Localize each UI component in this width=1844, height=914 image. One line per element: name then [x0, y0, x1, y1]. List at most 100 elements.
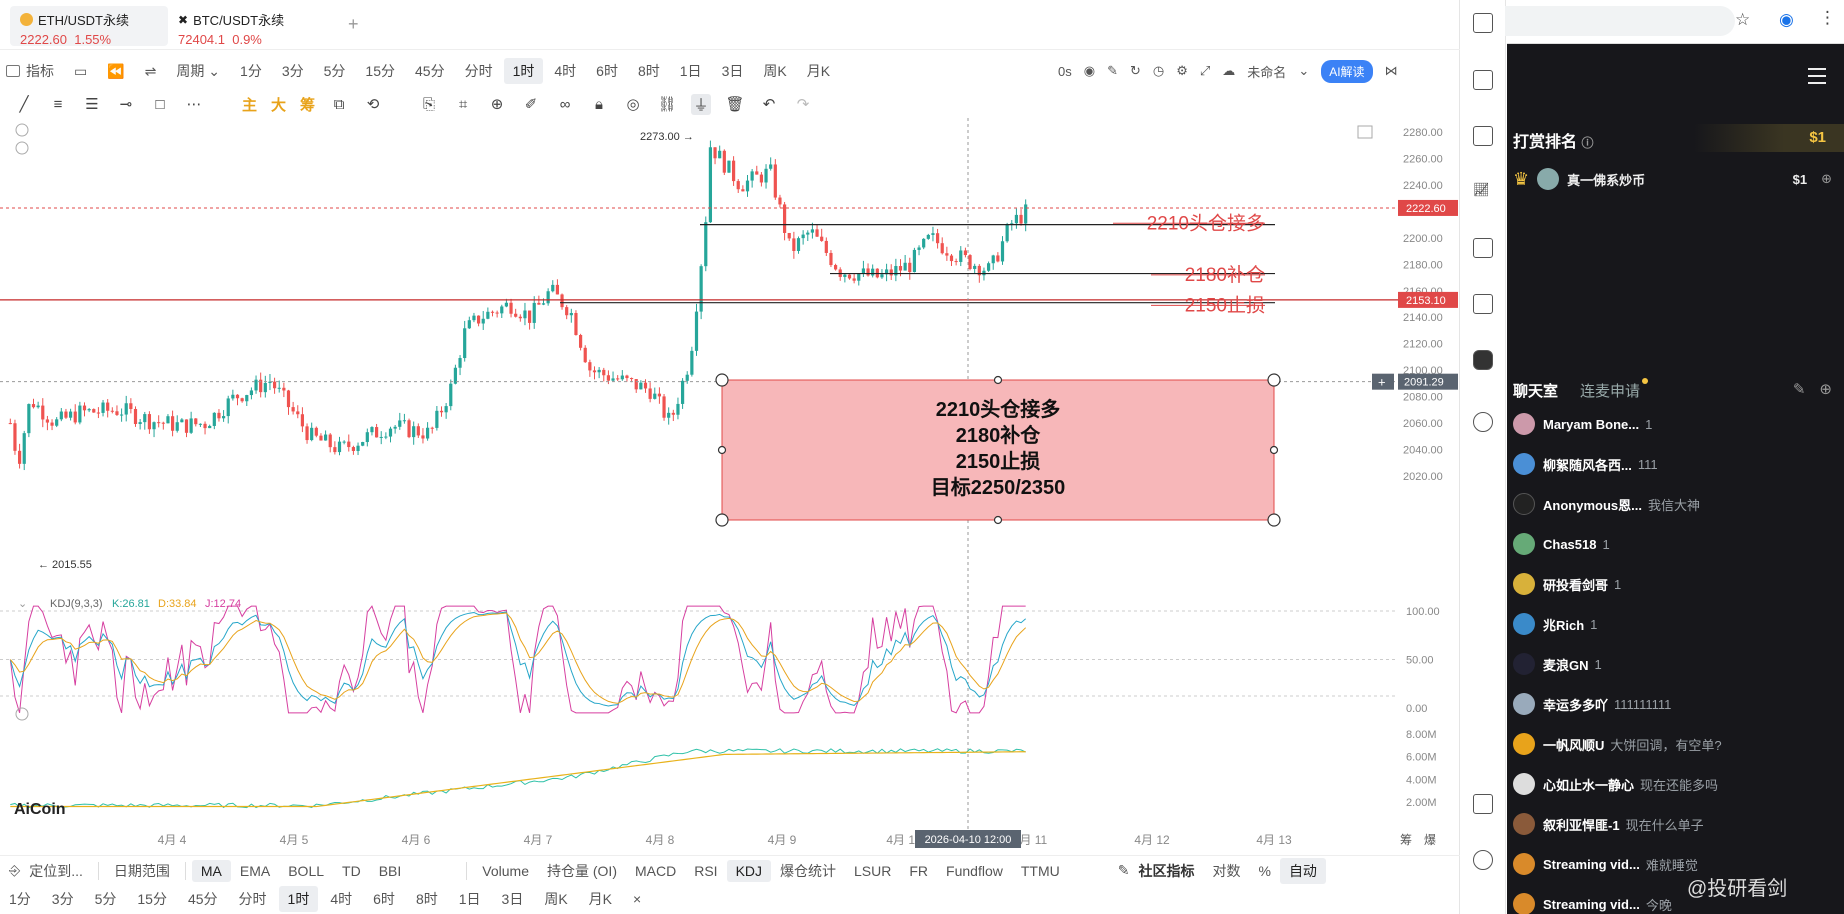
trash-icon[interactable]: 🗑︎ [725, 96, 745, 113]
tfb-4h[interactable]: 4时 [330, 891, 353, 907]
url-bar[interactable] [1505, 6, 1735, 36]
ind-ma[interactable]: MA [191, 859, 231, 882]
chat-user[interactable]: 研投看剑哥 [1543, 577, 1609, 593]
tf-month[interactable]: 月K [806, 63, 831, 79]
link-icon[interactable]: ∞ [559, 95, 571, 113]
locate-icon[interactable]: ⎆ [9, 862, 21, 878]
tf-5m[interactable]: 5分 [323, 63, 346, 79]
tf-6h[interactable]: 6时 [596, 63, 618, 79]
main-force-button[interactable]: 主 [242, 96, 258, 114]
settings-icon[interactable]: ⚙ [1176, 63, 1188, 78]
tf-45m[interactable]: 45分 [415, 63, 445, 79]
measure-icon[interactable]: ⟲ [366, 96, 380, 113]
sub-rsi[interactable]: RSI [694, 862, 718, 879]
undo-icon[interactable]: ↶ [762, 96, 776, 113]
sub-volume[interactable]: Volume [482, 862, 529, 879]
share-icon[interactable]: ⋈ [1384, 63, 1398, 78]
tfb-8h[interactable]: 8时 [415, 891, 438, 907]
sub-ttmu[interactable]: TTMU [1020, 862, 1060, 879]
tfb-1d[interactable]: 1日 [458, 891, 481, 907]
edit-icon[interactable]: ✎ [1792, 381, 1806, 398]
community-icon[interactable]: ✎ [1117, 862, 1130, 878]
add-tab-button[interactable]: + [348, 14, 359, 34]
ind-bbi[interactable]: BBI [378, 862, 402, 879]
tab-btc[interactable]: ✖ BTC/USDT永续 72404.1 0.9% [168, 6, 328, 48]
zoom-icon[interactable]: ⊕ [490, 96, 504, 113]
ind-td[interactable]: TD [342, 862, 361, 879]
tab-mic[interactable]: 连麦申请 [1580, 378, 1649, 401]
sub-lsur[interactable]: LSUR [854, 862, 892, 879]
replay-icon[interactable]: ⇌ [144, 62, 157, 79]
tf-1m[interactable]: 1分 [240, 63, 262, 79]
ind-ema[interactable]: EMA [239, 862, 271, 879]
more-tool-icon[interactable]: ⋯ [186, 96, 202, 113]
community-button[interactable]: 社区指标 [1138, 862, 1195, 879]
hline-tool-icon[interactable]: ≡ [53, 95, 63, 113]
clock-icon[interactable]: ◷ [1152, 63, 1165, 78]
layout-icon[interactable] [1473, 794, 1493, 814]
chevron-down-icon[interactable]: ⌄ [1298, 63, 1310, 78]
lock-icon[interactable]: 🔒︎ [595, 95, 604, 113]
date-range-button[interactable]: 日期范围 [113, 862, 170, 879]
trend-icon[interactable]: 📈︎ [1473, 182, 1490, 197]
tfb-3d[interactable]: 3日 [501, 891, 524, 907]
log-button[interactable]: 对数 [1212, 862, 1241, 879]
ray-tool-icon[interactable]: ⊸ [119, 96, 133, 113]
magnet-icon[interactable]: ⧉ [333, 95, 345, 113]
big-order-button[interactable]: 大 [271, 96, 287, 114]
chart-icon[interactable] [1473, 238, 1493, 258]
headset-icon[interactable] [1473, 850, 1493, 870]
chat-user[interactable]: 柳絮随风各西... [1543, 457, 1632, 473]
profile-icon[interactable]: ◉ [1779, 10, 1794, 29]
more-vert-icon[interactable]: ⋮ [1819, 8, 1836, 27]
sub-oi[interactable]: 持仓量 (OI) [546, 862, 617, 879]
tf-time[interactable]: 分时 [464, 63, 493, 79]
tab-chat[interactable]: 聊天室 [1513, 383, 1559, 400]
line-tool-icon[interactable]: ╱ [19, 96, 29, 113]
chain-icon[interactable]: ⛓︎ [657, 96, 677, 113]
close-icon[interactable]: × [633, 891, 642, 907]
price-chart[interactable]: 2210头仓接多 2180补仓 2150止损 2273.00 → ← 2015.55 22… [0, 118, 1460, 848]
sub-fundflow[interactable]: Fundflow [946, 862, 1003, 879]
add-icon[interactable]: ⊕ [1821, 171, 1832, 186]
tfb-time[interactable]: 分时 [238, 891, 267, 907]
tfb-month[interactable]: 月K [588, 891, 613, 907]
brush-icon[interactable]: ✐ [524, 96, 538, 113]
tfb-1m[interactable]: 1分 [9, 891, 31, 907]
percent-button[interactable]: % [1258, 862, 1271, 879]
tf-3d[interactable]: 3日 [721, 63, 744, 79]
tfb-5m[interactable]: 5分 [94, 891, 117, 907]
tab-eth[interactable]: ETH/USDT永续 2222.60 1.55% [10, 6, 168, 47]
tf-1h[interactable]: 1时 [503, 58, 544, 84]
doc-icon[interactable] [1473, 70, 1493, 90]
tfb-3m[interactable]: 3分 [51, 891, 74, 907]
indicator-button[interactable]: 指标 [26, 63, 54, 79]
chat-user[interactable]: 幸运多多吖 [1543, 697, 1609, 713]
chat-user[interactable]: Streaming vid... [1543, 896, 1640, 912]
chat-user[interactable]: Streaming vid... [1543, 856, 1640, 872]
channel-tool-icon[interactable]: ☰ [85, 96, 99, 113]
tfb-15m[interactable]: 15分 [137, 891, 167, 907]
tfb-45m[interactable]: 45分 [187, 891, 218, 907]
sub-liq[interactable]: 爆仓统计 [780, 862, 837, 879]
tf-8h[interactable]: 8时 [637, 63, 660, 79]
ai-button[interactable]: AI解读 [1321, 59, 1373, 83]
tfb-week[interactable]: 周K [544, 891, 568, 907]
filter-icon[interactable]: ⏚ [691, 93, 712, 115]
indicator-icon[interactable] [6, 65, 20, 77]
eye-icon[interactable]: ◎ [626, 96, 640, 113]
tfb-1h[interactable]: 1时 [278, 886, 319, 912]
period-button[interactable]: 周期 ⌄ [176, 63, 221, 79]
chip-button[interactable]: 筹 [300, 96, 316, 114]
ind-boll[interactable]: BOLL [288, 862, 325, 879]
redo-icon[interactable]: ↷ [796, 96, 810, 113]
swap-icon[interactable] [1473, 412, 1493, 432]
tf-3m[interactable]: 3分 [281, 63, 304, 79]
chat-user[interactable]: 一帆风顺U [1543, 737, 1605, 753]
layout-icon[interactable]: ▭ [74, 62, 88, 79]
chat-user[interactable]: Maryam Bone... [1543, 416, 1640, 432]
close-icon[interactable]: ✖ [178, 12, 189, 27]
tf-week[interactable]: 周K [763, 63, 787, 79]
dollar-icon[interactable] [1473, 126, 1493, 146]
